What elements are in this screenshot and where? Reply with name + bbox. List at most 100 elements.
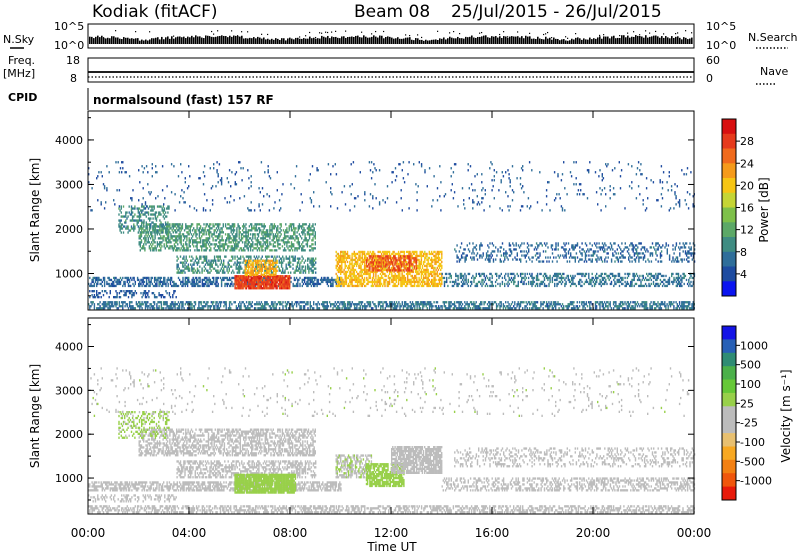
scatter-cell [266, 281, 268, 284]
scatter-cell [158, 205, 160, 208]
scatter-cell [341, 264, 343, 268]
scatter-cell [427, 272, 429, 276]
scatter-cell [251, 243, 253, 246]
scatter-cell [288, 257, 291, 260]
scatter-cell [245, 233, 247, 236]
scatter-cell [260, 267, 262, 270]
scatter-cell [250, 273, 252, 276]
scatter-cell [206, 280, 208, 284]
scatter-cell [340, 250, 342, 254]
scatter-cell [271, 267, 274, 270]
scatter-cell [257, 281, 259, 284]
scatter-cell [159, 280, 161, 284]
scatter-cell [393, 257, 395, 260]
scatter-cell [254, 275, 257, 278]
scatter-cell [119, 276, 122, 280]
scatter-cell [235, 241, 237, 244]
scatter-cell [142, 209, 144, 212]
nsky-bar [175, 37, 177, 44]
scatter-cell [430, 282, 433, 286]
scatter-cell [273, 281, 275, 284]
scatter-cell [391, 278, 393, 282]
scatter-cell [555, 278, 557, 282]
scatter-cell [110, 278, 113, 282]
scatter-cell [265, 229, 268, 232]
nsearch-dot [655, 30, 657, 33]
scatter-cell [403, 269, 405, 272]
scatter-cell [193, 267, 195, 270]
scatter-cell [330, 282, 332, 286]
scatter-cell [130, 276, 132, 280]
scatter-cell [253, 285, 256, 288]
scatter-cell [156, 284, 158, 288]
scatter-cell [382, 276, 384, 280]
scatter-cell [467, 284, 469, 288]
scatter-cell [519, 274, 522, 278]
scatter-cell [149, 237, 152, 240]
scatter-cell [418, 264, 420, 268]
scatter-cell [353, 272, 355, 276]
scatter-cell [159, 205, 161, 208]
scatter-cell [214, 243, 216, 246]
scatter-cell [155, 219, 158, 222]
scatter-cell [467, 272, 469, 276]
scatter-cell [268, 267, 270, 270]
scatter-cell [232, 249, 235, 252]
scatter-cell [326, 282, 328, 286]
scatter-cell [243, 225, 245, 228]
scatter-cell [398, 257, 401, 260]
scatter-cell [151, 241, 153, 244]
scatter-cell [350, 258, 352, 262]
scatter-cell [383, 272, 385, 276]
scatter-cell [399, 252, 401, 256]
scatter-cell [328, 278, 331, 282]
scatter-cell [343, 258, 345, 262]
scatter-cell [399, 269, 402, 272]
scatter-cell [388, 267, 390, 270]
scatter-cell [258, 285, 260, 288]
scatter-cell [217, 284, 219, 288]
scatter-cell [133, 276, 135, 280]
scatter-cell [282, 279, 284, 282]
scatter-cell [151, 292, 153, 295]
scatter-cell [386, 270, 388, 274]
scatter-cell [288, 255, 291, 258]
nsky-bar [341, 36, 343, 44]
scatter-cell [160, 296, 163, 299]
scatter-cell [357, 278, 359, 282]
scatter-cell [233, 282, 235, 286]
scatter-cell [428, 252, 430, 256]
scatter-cell [281, 279, 283, 282]
scatter-cell [399, 261, 402, 264]
scatter-cell [169, 227, 171, 230]
scatter-cell [248, 225, 251, 228]
scatter-cell [481, 272, 483, 276]
nsearch-dot [213, 33, 215, 35]
scatter-cell [358, 276, 360, 280]
scatter-cell [213, 243, 215, 246]
scatter-cell [118, 292, 121, 295]
scatter-cell [139, 227, 142, 230]
scatter-cell [191, 284, 193, 288]
scatter-cell [195, 239, 197, 242]
scatter-cell [273, 279, 275, 282]
scatter-cell [369, 250, 371, 254]
scatter-cell [186, 284, 189, 288]
scatter-cell [361, 268, 363, 272]
scatter-cell [372, 272, 375, 276]
scatter-cell [298, 243, 301, 246]
scatter-cell [246, 247, 248, 250]
scatter-cell [367, 260, 369, 264]
scatter-cell [230, 241, 232, 244]
scatter-cell [309, 280, 311, 284]
scatter-cell [154, 223, 157, 226]
scatter-cell [246, 255, 249, 258]
scatter-cell [269, 277, 272, 280]
scatter-cell [277, 235, 279, 238]
scatter-cell [340, 280, 342, 284]
nsky-bar [327, 35, 329, 44]
scatter-cell [426, 276, 428, 280]
scatter-cell [174, 284, 176, 288]
scatter-cell [268, 287, 270, 290]
scatter-cell [219, 276, 222, 280]
